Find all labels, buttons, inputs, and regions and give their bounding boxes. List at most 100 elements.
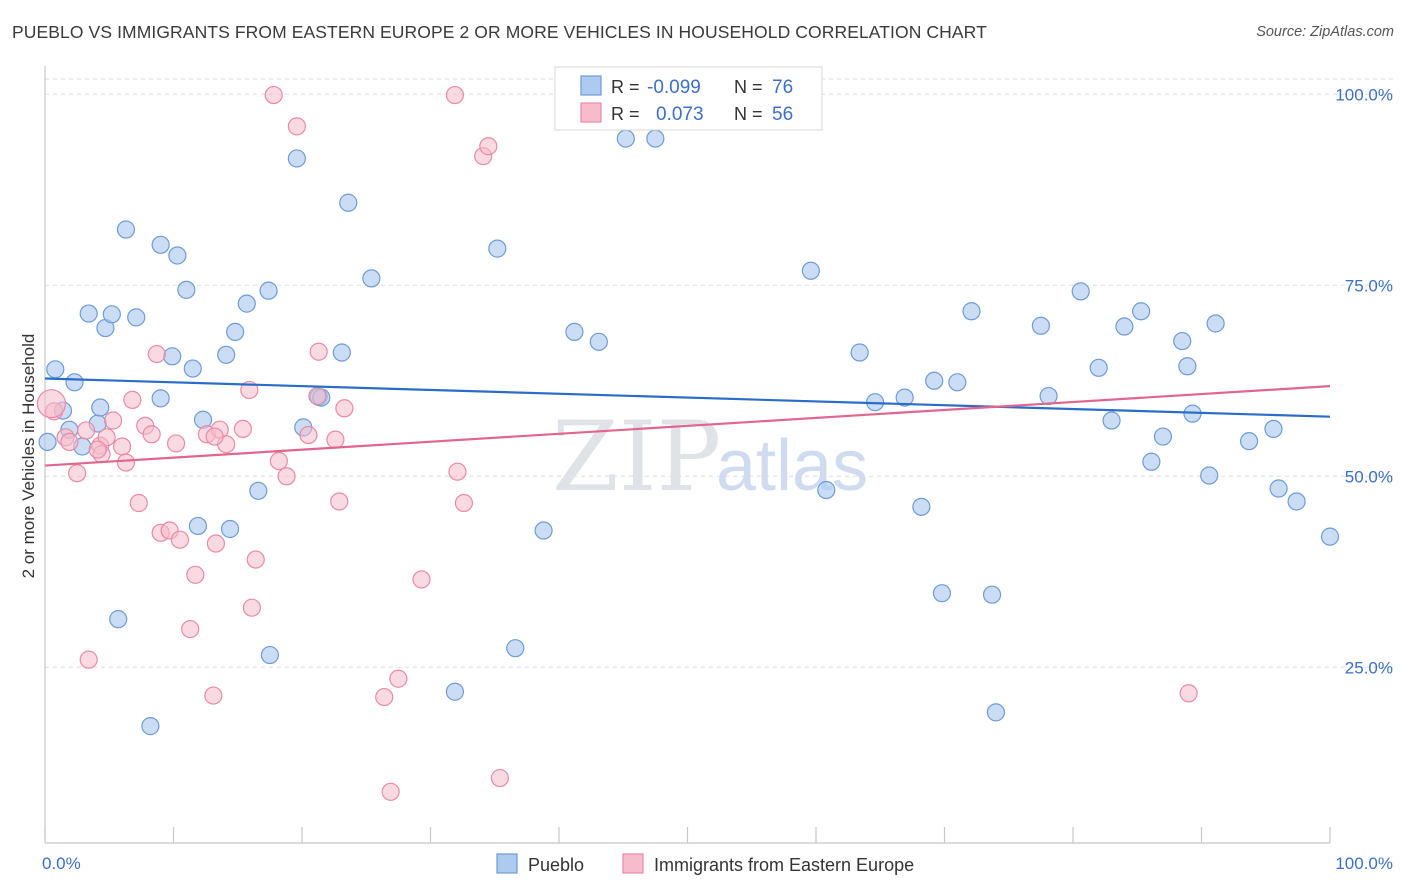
pueblo-point (116, 220, 136, 239)
pueblo-point (1142, 452, 1161, 471)
legend-swatch-immigrants (580, 102, 602, 123)
immigrants-point (77, 421, 96, 440)
immigrants-point (242, 598, 261, 617)
pueblo-point (1269, 479, 1288, 498)
x-tick-label: 100.0% (1335, 854, 1393, 873)
pueblo-point (38, 432, 57, 451)
pueblo-point (1320, 527, 1340, 546)
pueblo-point (912, 497, 931, 516)
pueblo-point (506, 639, 525, 658)
pueblo-point (1206, 314, 1225, 333)
immigrants-point (309, 342, 328, 361)
pueblo-point (982, 585, 1002, 604)
pueblo-point (362, 269, 381, 288)
immigrants-point (166, 434, 186, 453)
pueblo-point (565, 322, 584, 341)
pueblo-point (1178, 357, 1197, 376)
pueblo-point (1200, 466, 1219, 485)
pueblo-point (141, 717, 160, 736)
immigrants-point (277, 467, 296, 486)
pueblo-point (534, 521, 553, 540)
immigrants-point (264, 85, 283, 105)
legend-r-label-1: R = (611, 77, 640, 97)
pueblo-point (127, 308, 146, 327)
immigrants-point (36, 389, 67, 419)
pueblo-point (962, 302, 981, 321)
legend-r-value-1: -0.099 (647, 77, 701, 98)
immigrants-point (181, 619, 200, 639)
immigrants-point (308, 386, 327, 406)
pueblo-trend-line (44, 377, 1331, 418)
immigrants-point (445, 85, 465, 105)
immigrants-point (330, 492, 349, 511)
legend-n-value-1: 76 (772, 77, 793, 98)
y-tick-label: 50.0% (1345, 467, 1393, 486)
pueblo-point (102, 305, 121, 324)
labels-layer: 25.0% 50.0% 75.0% 100.0% 0.0% 100.0% (42, 85, 1393, 873)
legend-n-label-2: N = (734, 104, 763, 124)
pueblo-point (151, 389, 170, 408)
immigrants-point (147, 344, 166, 364)
immigrants-point (186, 565, 205, 584)
pueblo-point (168, 246, 187, 265)
immigrants-point (116, 453, 136, 472)
pueblo-point (217, 345, 236, 364)
pueblo-point (287, 149, 306, 168)
pueblo-point (1071, 282, 1090, 301)
pueblo-point (46, 360, 65, 379)
pueblo-point (488, 239, 507, 258)
y-axis-title: 2 or more Vehicles in Household (19, 334, 38, 579)
immigrants-point (206, 534, 226, 553)
bottom-legend-swatch-immigrants (622, 853, 644, 874)
chart-source: Source: ZipAtlas.com (1256, 24, 1394, 40)
pueblo-point (850, 343, 869, 362)
pueblo-point (339, 193, 358, 212)
immigrants-point (412, 570, 431, 589)
pueblo-point (925, 371, 944, 390)
pueblo-point (1287, 492, 1306, 511)
immigrants-point (490, 768, 509, 788)
immigrants-point (269, 451, 288, 471)
pueblo-point (249, 481, 268, 500)
immigrants-point (1179, 684, 1198, 703)
legend-n-label-1: N = (734, 77, 763, 97)
immigrants-point (205, 427, 224, 446)
pueblo-point (986, 703, 1006, 722)
immigrants-point (123, 390, 142, 409)
pueblo-point (1039, 386, 1058, 406)
pueblo-point (220, 519, 240, 539)
immigrants-point (381, 782, 400, 801)
pueblo-point (1239, 432, 1259, 451)
immigrants-point (389, 669, 408, 688)
pueblo-point (177, 280, 196, 299)
pueblo-point (188, 516, 208, 536)
immigrants-point (60, 432, 79, 451)
legend-swatch-pueblo (580, 75, 602, 96)
bottom-legend: Pueblo Immigrants from Eastern Europe (496, 853, 914, 875)
pueblo-point (445, 682, 465, 701)
immigrants-point (326, 430, 345, 449)
pueblo-point (1089, 358, 1108, 377)
top-legend: R = -0.099 N = 76 R = 0.073 N = 56 (554, 66, 823, 131)
bottom-legend-label-immigrants: Immigrants from Eastern Europe (654, 855, 914, 875)
y-tick-label: 25.0% (1345, 658, 1393, 677)
immigrants-point (142, 425, 161, 444)
immigrants-point (287, 117, 306, 136)
y-tick-label: 100.0% (1335, 85, 1393, 104)
watermark: ZIP atlas (552, 401, 868, 513)
pueblo-point (801, 261, 820, 280)
immigrants-point (170, 530, 190, 549)
immigrants-point (335, 399, 354, 418)
pueblo-point (817, 480, 836, 500)
immigrants-point (454, 493, 474, 513)
watermark-atlas: atlas (716, 426, 868, 506)
pueblo-point (151, 235, 170, 254)
immigrants-trend-line (44, 385, 1331, 467)
pueblo-point (237, 294, 256, 313)
x-tick-label: 0.0% (42, 854, 81, 873)
immigrants-point (375, 687, 394, 707)
pueblo-point (1132, 302, 1151, 321)
pueblo-point (1264, 419, 1283, 439)
bottom-legend-swatch-pueblo (496, 853, 518, 874)
